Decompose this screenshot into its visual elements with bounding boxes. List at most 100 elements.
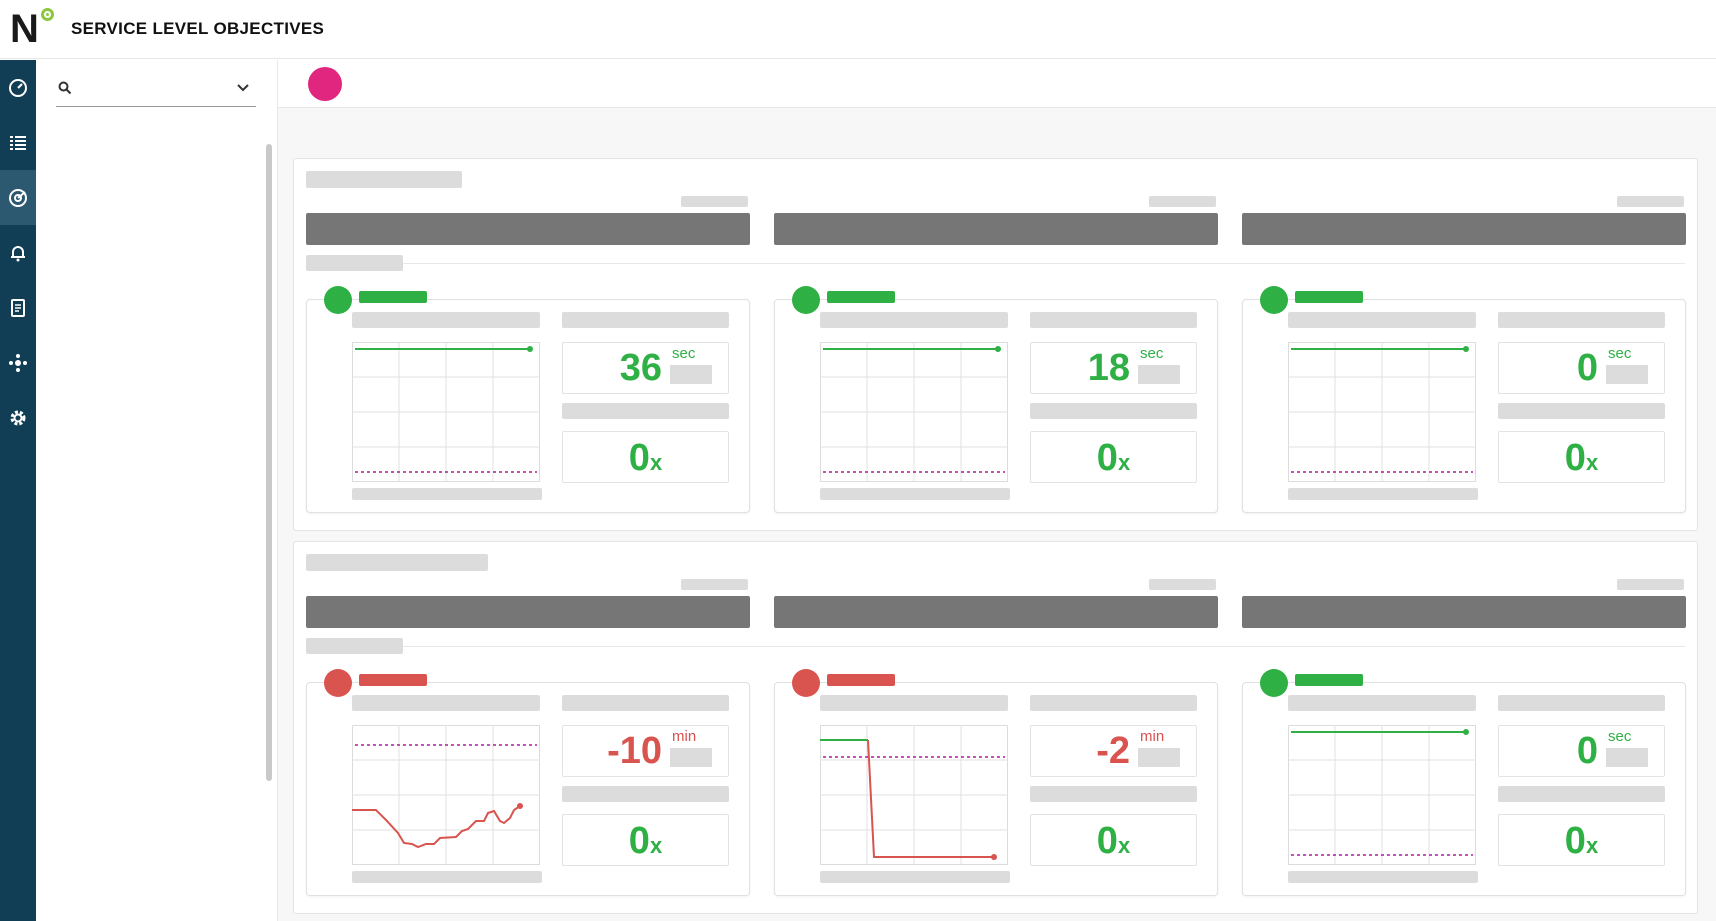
slo-card[interactable]: -2 min 0x (774, 669, 1218, 896)
burn-rate-value: 0x (1031, 819, 1196, 868)
search-input[interactable] (56, 70, 256, 107)
burn-rate-box: 0x (562, 814, 729, 866)
column-label-placeholder (681, 579, 748, 590)
line-endpoint (995, 346, 1001, 352)
chart-footer-placeholder (1288, 488, 1478, 500)
slo-card[interactable]: 36 sec 0x (306, 286, 750, 513)
value-label-placeholder (1030, 695, 1197, 711)
burn-rate-suffix: x (1117, 833, 1131, 858)
burn-rate-value: 0x (1499, 819, 1664, 868)
status-badge (827, 291, 895, 303)
slo-card[interactable]: 18 sec 0x (774, 286, 1218, 513)
burn-rate-number: 0 (628, 437, 650, 479)
remaining-budget-box: 36 sec (562, 342, 729, 394)
multiplier-label-placeholder (1498, 786, 1665, 802)
report-icon (11, 298, 25, 317)
burn-rate-value: 0x (563, 436, 728, 485)
burn-rate-suffix: x (649, 450, 663, 475)
slo-card[interactable]: 0 sec 0x (1242, 669, 1686, 896)
column-header-bar (1242, 213, 1686, 245)
chart-title-placeholder (352, 312, 540, 328)
remaining-budget-value: -10 (607, 730, 662, 772)
nav-reports[interactable] (0, 280, 36, 335)
main-header (278, 60, 1716, 108)
status-dot (792, 669, 820, 697)
search-icon (58, 81, 72, 95)
burn-rate-number: 0 (1564, 820, 1586, 862)
burn-rate-box: 0x (1498, 814, 1665, 866)
chevron-down-icon[interactable] (236, 83, 250, 93)
line-endpoint (991, 854, 997, 860)
remaining-budget-unit: min (672, 728, 697, 745)
page-title: SERVICE LEVEL OBJECTIVES (71, 19, 325, 38)
avatar[interactable] (308, 67, 342, 101)
left-nav (0, 60, 36, 921)
burn-rate-box: 0x (1030, 814, 1197, 866)
line-endpoint (1463, 729, 1469, 735)
status-badge (359, 674, 427, 686)
chart-footer-placeholder (820, 871, 1010, 883)
slo-card[interactable]: -10 min 0x (306, 669, 750, 896)
nav-list[interactable] (0, 115, 36, 170)
status-dot (792, 286, 820, 314)
app-logo[interactable]: N (10, 7, 54, 51)
unit-subtext-placeholder (1138, 365, 1180, 384)
chart-footer-placeholder (1288, 871, 1478, 883)
logo-ring-icon (41, 8, 54, 21)
unit-subtext-placeholder (1606, 748, 1648, 767)
slo-group: 36 sec 0x 18 sec 0x 0 sec 0x (293, 158, 1698, 531)
remaining-budget-unit: sec (1608, 345, 1632, 362)
burn-rate-suffix: x (1585, 450, 1599, 475)
burn-rate-number: 0 (1564, 437, 1586, 479)
nav-dashboard[interactable] (0, 60, 36, 115)
burn-rate-box: 0x (1030, 431, 1197, 483)
value-label-placeholder (1498, 695, 1665, 711)
status-badge (359, 291, 427, 303)
line-endpoint (527, 346, 533, 352)
burn-chart[interactable] (352, 342, 540, 482)
column-header-bar (774, 596, 1218, 628)
list-icon (10, 135, 26, 150)
slo-group: -10 min 0x -2 min 0x 0 sec 0x (293, 541, 1698, 914)
column-label-placeholder (1149, 579, 1216, 590)
group-title-placeholder (306, 171, 462, 188)
value-label-placeholder (1030, 312, 1197, 328)
multiplier-label-placeholder (1030, 403, 1197, 419)
budget-line (867, 739, 994, 858)
chart-footer-placeholder (352, 488, 542, 500)
nav-alerts[interactable] (0, 225, 36, 280)
column-header-bar (1242, 596, 1686, 628)
line-endpoint (517, 803, 523, 809)
burn-chart[interactable] (820, 342, 1008, 482)
group-title-placeholder (306, 554, 488, 571)
unit-subtext-placeholder (1138, 748, 1180, 767)
remaining-budget-value: 36 (619, 347, 662, 389)
chart-title-placeholder (352, 695, 540, 711)
scrollbar[interactable] (266, 144, 272, 781)
burn-rate-box: 0x (562, 431, 729, 483)
column-label-placeholder (1149, 196, 1216, 207)
burn-rate-value: 0x (1499, 436, 1664, 485)
remaining-budget-unit: sec (672, 345, 696, 362)
budget-line (352, 805, 521, 849)
multiplier-label-placeholder (1498, 403, 1665, 419)
remaining-budget-value: 0 (1576, 730, 1598, 772)
burn-rate-number: 0 (628, 820, 650, 862)
remaining-budget-unit: sec (1608, 728, 1632, 745)
burn-chart[interactable] (1288, 725, 1476, 865)
burn-chart[interactable] (820, 725, 1008, 865)
slo-card[interactable]: 0 sec 0x (1242, 286, 1686, 513)
nav-slo[interactable] (0, 170, 36, 225)
nav-integrations[interactable] (0, 335, 36, 390)
remaining-budget-box: 0 sec (1498, 725, 1665, 777)
burn-chart[interactable] (1288, 342, 1476, 482)
remaining-budget-value: 18 (1087, 347, 1130, 389)
burn-chart[interactable] (352, 725, 540, 865)
column-header-bar (306, 596, 750, 628)
nav-settings[interactable] (0, 390, 36, 445)
multiplier-label-placeholder (1030, 786, 1197, 802)
logo-letter: N (10, 7, 39, 51)
remaining-budget-value: 0 (1576, 347, 1598, 389)
integrations-icon (9, 353, 27, 372)
slo-target-icon (9, 188, 27, 207)
